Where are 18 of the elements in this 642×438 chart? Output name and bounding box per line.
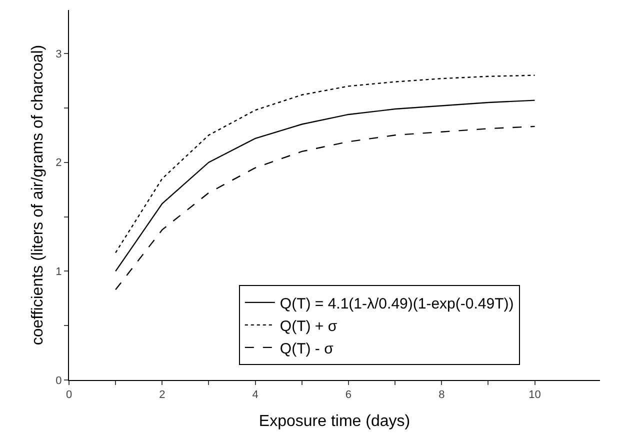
x-axis-title: Exposure time (days) <box>258 412 410 430</box>
legend-label: Q(T) - σ <box>280 340 334 358</box>
legend-label: Q(T) + σ <box>280 318 338 335</box>
line-series <box>114 100 536 272</box>
x-tick-label: 8 <box>438 389 445 402</box>
y-axis-title: coefficients (liters of air/grams of charcoal) <box>30 44 47 346</box>
line-series <box>114 126 536 290</box>
line-series <box>114 74 536 254</box>
x-tick-label: 10 <box>528 389 541 402</box>
legend-label: Q(T) = 4.1(1-λ/0.49)(1-exp(-0.49T)) <box>280 295 514 312</box>
x-tick-label: 0 <box>66 389 72 402</box>
y-tick-label: 0 <box>56 374 62 387</box>
x-tick-label: 2 <box>159 389 166 402</box>
y-tick-label: 1 <box>56 266 62 278</box>
y-tick-label: 2 <box>56 157 62 170</box>
x-tick-label: 6 <box>345 389 352 402</box>
x-tick-label: 4 <box>252 389 258 402</box>
y-tick-label: 3 <box>56 48 62 60</box>
